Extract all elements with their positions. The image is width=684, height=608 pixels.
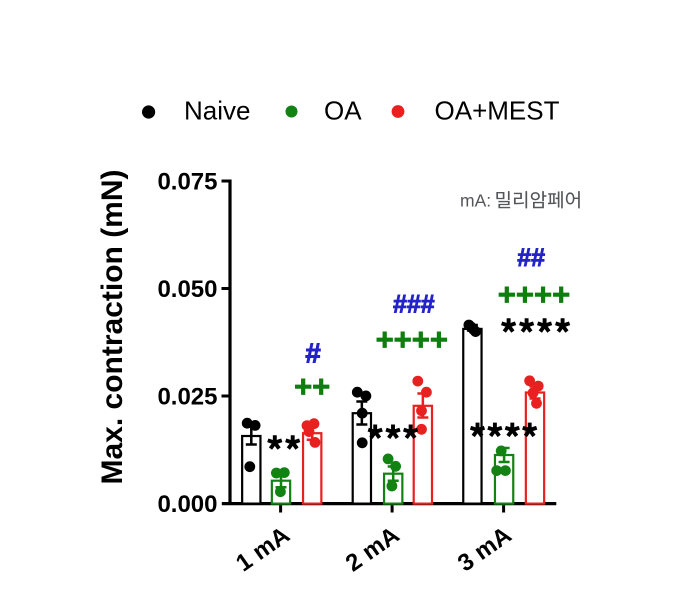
- svg-text:OA: OA: [324, 95, 362, 125]
- svg-text:0.000: 0.000: [157, 491, 217, 518]
- svg-text:##: ##: [517, 244, 545, 272]
- svg-text:Max. contraction (mN): Max. contraction (mN): [96, 169, 129, 484]
- svg-text:OA+MEST: OA+MEST: [435, 95, 560, 125]
- svg-text:++: ++: [294, 369, 330, 404]
- svg-text:Naive: Naive: [184, 95, 250, 125]
- svg-text:0.050: 0.050: [157, 276, 217, 303]
- svg-text:mA:: mA:: [460, 191, 491, 211]
- svg-text:0.025: 0.025: [157, 384, 217, 411]
- svg-text:0.075: 0.075: [157, 169, 217, 196]
- svg-text:###: ###: [393, 291, 435, 319]
- svg-text:++++: ++++: [498, 277, 570, 312]
- svg-text:++++: ++++: [376, 322, 448, 357]
- svg-text:#: #: [305, 337, 321, 368]
